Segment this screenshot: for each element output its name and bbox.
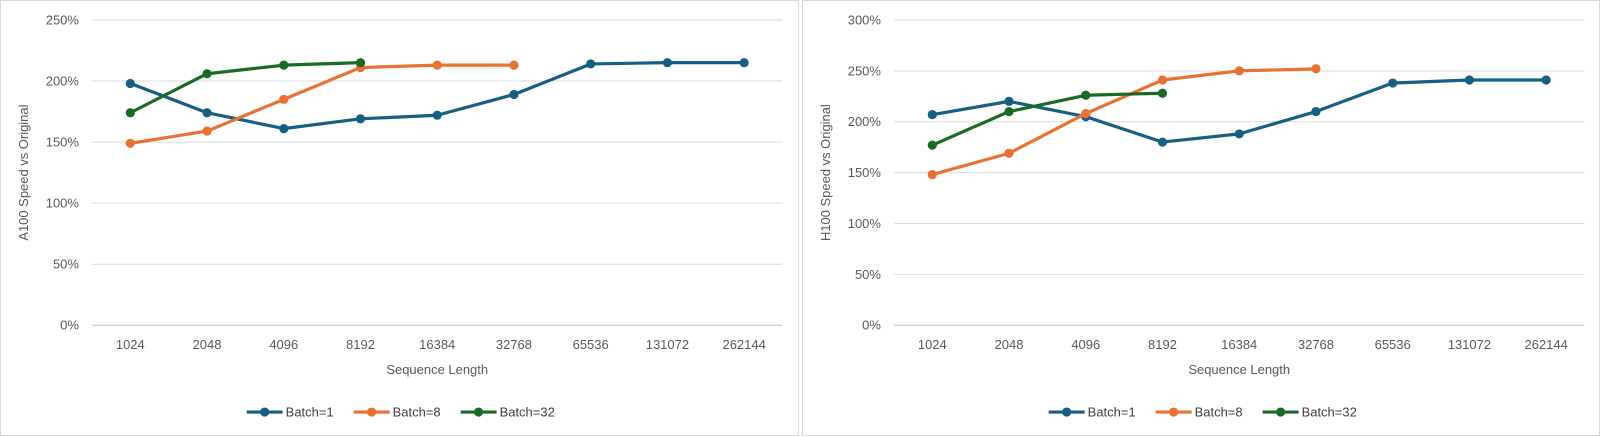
data-point-batch-1 [279,124,289,134]
legend-marker-batch-32 [474,407,484,417]
data-point-batch-1 [509,89,519,100]
data-point-batch-1 [1464,75,1474,85]
data-point-batch-1 [355,114,366,124]
data-point-batch-8 [1310,64,1321,74]
x-tick-label: 131072 [1447,337,1490,352]
data-point-batch-1 [125,78,135,89]
data-point-batch-8 [1234,66,1244,76]
legend: Batch=1 Batch=8 Batch=32 [1048,405,1356,420]
y-tick-label: 100% [847,216,881,231]
data-point-batch-1 [927,110,937,120]
legend-label-batch-32: Batch=32 [500,405,555,420]
data-point-batch-32 [279,60,289,70]
x-tick-label: 4096 [269,337,298,352]
data-point-batch-32 [1080,90,1090,100]
a100-chart: 0% 50% 100% 150% 200% 250% 1024 2048 4096 8192 163… [16,12,783,420]
data-point-batch-32 [1003,106,1014,117]
data-point-batch-8 [202,126,212,136]
y-axis-title: A100 Speed vs Original [16,104,31,240]
y-axis-title: H100 Speed vs Original [817,104,832,241]
x-tick-label: 16384 [1221,337,1257,352]
legend-marker-batch-8 [1168,407,1178,417]
data-point-batch-1 [1310,106,1321,117]
data-point-batch-32 [125,108,135,118]
y-tick-label: 0% [862,318,881,333]
data-point-batch-8 [1080,108,1090,119]
data-point-batch-8 [1003,148,1014,158]
x-tick-label: 2048 [193,337,222,352]
legend-label-batch-1: Batch=1 [286,405,334,420]
data-point-batch-1 [1234,129,1244,139]
legend-marker-batch-32 [1275,407,1285,417]
data-point-batch-1 [586,59,596,69]
series-line-batch-32 [128,61,363,115]
x-axis-title: Sequence Length [386,362,488,377]
data-point-batch-32 [927,140,937,150]
data-point-batch-32 [1157,88,1167,98]
series-line-batch-32 [930,91,1164,147]
data-point-batch-8 [509,60,519,70]
legend-label-batch-1: Batch=1 [1087,405,1135,420]
legend-label-batch-32: Batch=32 [1301,405,1356,420]
x-tick-label: 32768 [1297,337,1333,352]
y-tick-label: 50% [854,267,880,282]
legend-label-batch-8: Batch=8 [1194,405,1242,420]
legend-marker-batch-8 [367,407,377,417]
h100-chart-panel: 0% 50% 100% 150% 200% 250% 300% 1024 2048 4096 819… [801,0,1600,436]
y-tick-label: 150% [847,165,881,180]
y-tick-label: 200% [847,114,881,129]
x-tick-label: 1024 [116,337,145,352]
a100-chart-panel: 0% 50% 100% 150% 200% 250% 1024 2048 4096 8192 163… [0,0,799,436]
series-line-batch-8 [930,67,1318,177]
data-point-batch-8 [432,60,442,70]
data-point-batch-1 [739,58,749,68]
data-point-batch-32 [355,58,366,68]
legend-label-batch-8: Batch=8 [393,405,441,420]
data-point-batch-8 [279,94,289,104]
y-tick-label: 250% [46,12,80,27]
y-tick-label: 250% [847,63,881,78]
x-tick-label: 4096 [1071,337,1100,352]
legend: Batch=1 Batch=8 Batch=32 [246,405,555,420]
y-tick-label: 100% [46,196,80,211]
legend-marker-batch-1 [260,407,270,417]
data-point-batch-8 [125,138,135,148]
x-tick-label: 8192 [1148,337,1177,352]
y-tick-label: 50% [53,257,79,272]
x-tick-label: 262144 [1524,337,1567,352]
legend-marker-batch-1 [1061,407,1071,417]
x-tick-label: 2048 [994,337,1023,352]
data-point-batch-1 [432,110,442,120]
x-tick-label: 262144 [722,337,765,352]
data-point-batch-8 [927,170,937,180]
data-point-batch-1 [662,58,673,68]
data-point-batch-32 [202,69,212,79]
data-point-batch-1 [1003,96,1014,106]
x-tick-label: 8192 [346,337,375,352]
x-tick-label: 131072 [646,337,689,352]
y-tick-label: 300% [847,12,881,27]
series-line-batch-8 [128,63,516,145]
data-point-batch-8 [1157,75,1167,85]
y-tick-label: 150% [46,135,80,150]
data-point-batch-1 [1541,75,1551,85]
x-tick-label: 1024 [917,337,946,352]
x-tick-label: 65536 [573,337,609,352]
data-point-batch-1 [1387,78,1397,88]
x-tick-label: 16384 [419,337,455,352]
x-axis-title: Sequence Length [1188,362,1290,377]
x-tick-label: 65536 [1374,337,1410,352]
x-tick-label: 32768 [496,337,532,352]
h100-chart: 0% 50% 100% 150% 200% 250% 300% 1024 2048 4096 819… [817,12,1585,420]
data-point-batch-1 [202,108,212,118]
y-tick-label: 0% [60,318,79,333]
y-tick-label: 200% [46,74,80,89]
data-point-batch-1 [1157,137,1167,147]
